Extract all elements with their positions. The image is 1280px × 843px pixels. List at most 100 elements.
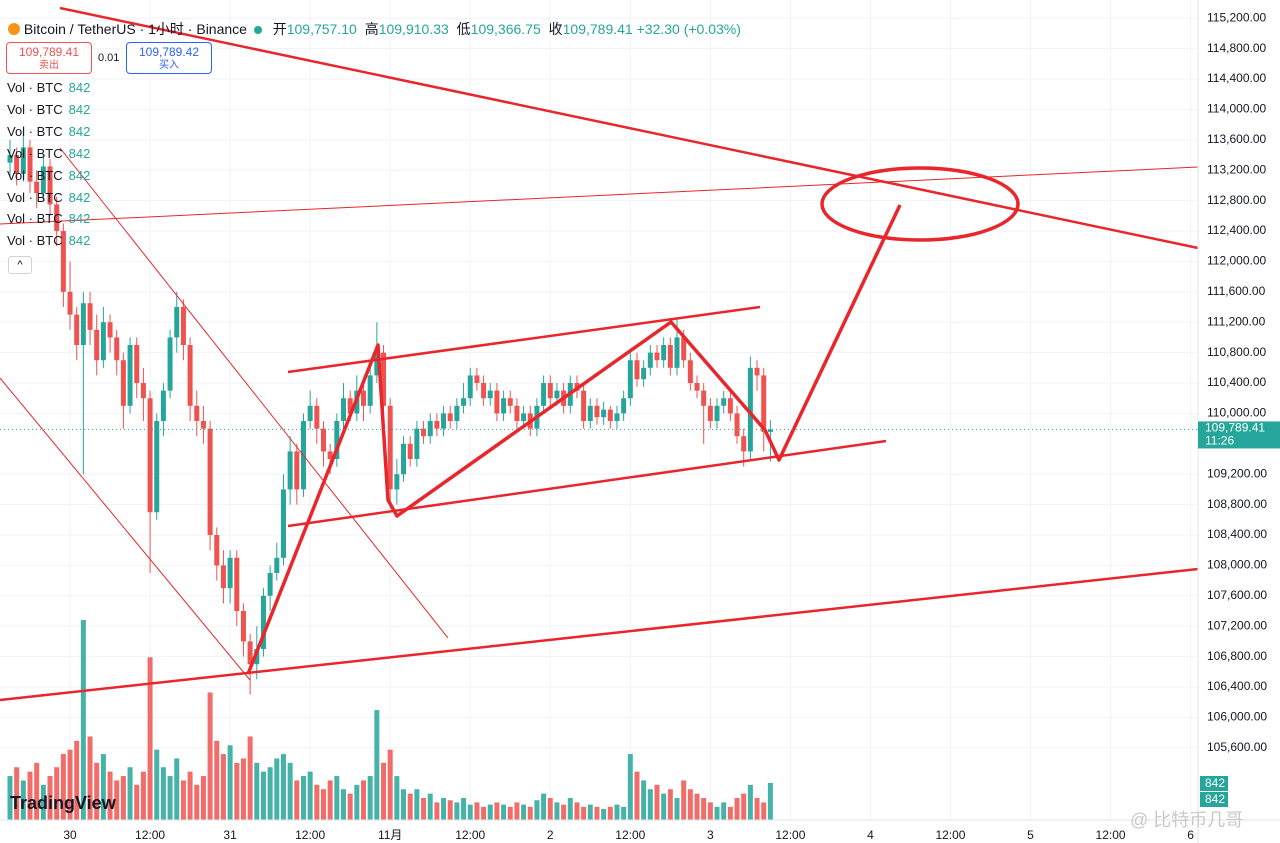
buy-button[interactable]: 109,789.42 买入 [126,42,212,74]
ohlc-key: 开 [272,21,287,37]
y-tick-label: 113,200.00 [1207,162,1266,176]
candle-body [541,383,547,406]
candle-body [247,641,253,665]
indicator-row: Vol · BTC 842 [7,233,90,248]
volume-bar [187,771,193,820]
volume-bar [100,754,106,820]
candle-body [761,375,767,432]
indicator-name: Vol · BTC [7,101,63,117]
volume-bar [514,802,520,820]
volume-bar [747,784,753,820]
candle-body [447,413,453,422]
volume-bar [327,780,333,820]
watermark: @ 比特币几哥 [1130,810,1244,830]
collapse-button[interactable]: ^ [8,256,32,274]
y-tick-label: 109,200.00 [1207,466,1267,480]
volume-bar [267,767,273,820]
candle-body [401,443,407,475]
drawings [0,6,1199,702]
candle-body [701,390,707,406]
volume-bar [67,749,73,820]
candle-body [641,367,647,380]
ohlc-value: 109,789.41 [562,21,633,37]
candle-body [347,398,353,414]
indicator-name: Vol · BTC [7,167,63,183]
volume-bar [721,802,727,820]
candle-body [107,322,113,338]
volume-bar [240,758,246,820]
candle-body [127,345,133,406]
volume-bar [367,776,373,820]
volume-bar [274,758,280,820]
volume-bar [214,740,220,820]
candle-body [421,428,427,437]
candle-body [621,398,627,414]
volume-bar [527,806,533,820]
candle-body [120,360,126,406]
volume-bar [707,802,713,820]
volume-bar [407,793,413,820]
candle-body [47,166,53,205]
volume-bar [687,789,693,820]
candle-body [154,421,160,513]
indicator-value: 842 [68,233,91,249]
trendline [0,567,1199,702]
volume-tag [1200,776,1228,791]
volume-bar [581,806,587,820]
volume-bar [567,798,573,820]
x-tick-label: 4 [867,828,874,842]
volume-bar [127,767,133,820]
status-dot [253,26,262,34]
volume-bar [754,798,760,820]
candle-body [367,375,373,406]
candle-body [14,155,20,175]
volume-bar [180,780,186,820]
candle-body [60,231,66,292]
volume-bar [507,806,513,820]
volume-bar [334,776,340,820]
volume-pane [7,619,773,820]
y-tick-label: 114,800.00 [1207,41,1266,55]
volume-bar [20,780,26,820]
candle-body [694,383,700,391]
price-tag-countdown: 11:26 [1205,434,1234,448]
volume-bar [80,619,86,820]
quantity[interactable]: 0.01 [98,52,120,64]
indicator-name: Vol · BTC [7,233,63,249]
buy-label: 买入 [159,60,179,71]
sell-button[interactable]: 109,789.41 卖出 [6,42,92,74]
volume-bar [341,789,346,820]
candle-body [727,398,733,414]
buy-price: 109,789.42 [138,45,200,59]
volume-bar [254,762,260,820]
volume-bar [601,809,607,820]
y-tick-label: 111,600.00 [1207,284,1266,298]
candle-body [294,451,300,490]
volume-bar [481,806,487,820]
indicator-value: 842 [68,80,91,95]
candle-body [734,413,740,437]
volume-bar [727,806,733,820]
candle-body [467,375,473,399]
volume-bar [674,798,680,820]
volume-bar [614,804,620,820]
indicator-row: Vol · BTC 842 [7,102,90,117]
indicator-row: Vol · BTC 842 [7,211,90,226]
candle-body [27,147,33,182]
volume-bar [227,745,233,820]
y-tick-label: 108,800.00 [1207,497,1267,511]
volume-bar [167,776,173,820]
sell-label: 卖出 [39,60,59,71]
candle-body [387,405,393,490]
trendline [59,6,1199,250]
volume-bar [60,754,66,820]
candle-body [307,405,313,422]
candle-body [194,405,200,422]
channel-line [287,305,761,374]
candle-body [260,595,266,650]
candle-body [80,303,86,346]
volume-bar [647,789,653,820]
candle-body [707,405,713,422]
candle-body [441,413,447,429]
x-tick-label: 6 [1187,828,1194,842]
